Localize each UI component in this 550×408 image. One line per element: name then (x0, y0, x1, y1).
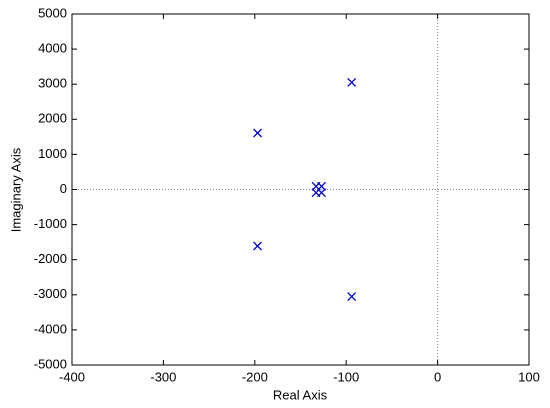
x-tick-label: 0 (434, 369, 441, 384)
y-tick-label: 2000 (38, 111, 67, 126)
pole-marker (347, 77, 357, 87)
y-tick-label: 4000 (38, 41, 67, 56)
y-tick-label: -4000 (34, 321, 67, 336)
y-tick-label: 5000 (38, 5, 67, 20)
pole-marker (347, 292, 357, 302)
y-tick-label: -2000 (34, 251, 67, 266)
y-tick-label: -3000 (34, 286, 67, 301)
x-tick-label: -200 (242, 369, 268, 384)
y-tick-label: -1000 (34, 216, 67, 231)
pole-marker (253, 241, 263, 251)
y-tick-label: -5000 (34, 356, 67, 371)
x-tick-label: 100 (518, 369, 540, 384)
pole-marker (317, 188, 326, 198)
y-axis-label: Imaginary Axis (8, 147, 23, 232)
y-tick-label: 0 (60, 181, 67, 196)
y-tick-label: 1000 (38, 146, 67, 161)
x-tick-label: -300 (150, 369, 176, 384)
x-axis-label: Real Axis (273, 387, 328, 402)
y-tick-label: 3000 (38, 76, 67, 91)
x-tick-label: -400 (59, 369, 85, 384)
pole-marker (253, 128, 263, 138)
x-tick-label: -100 (333, 369, 359, 384)
